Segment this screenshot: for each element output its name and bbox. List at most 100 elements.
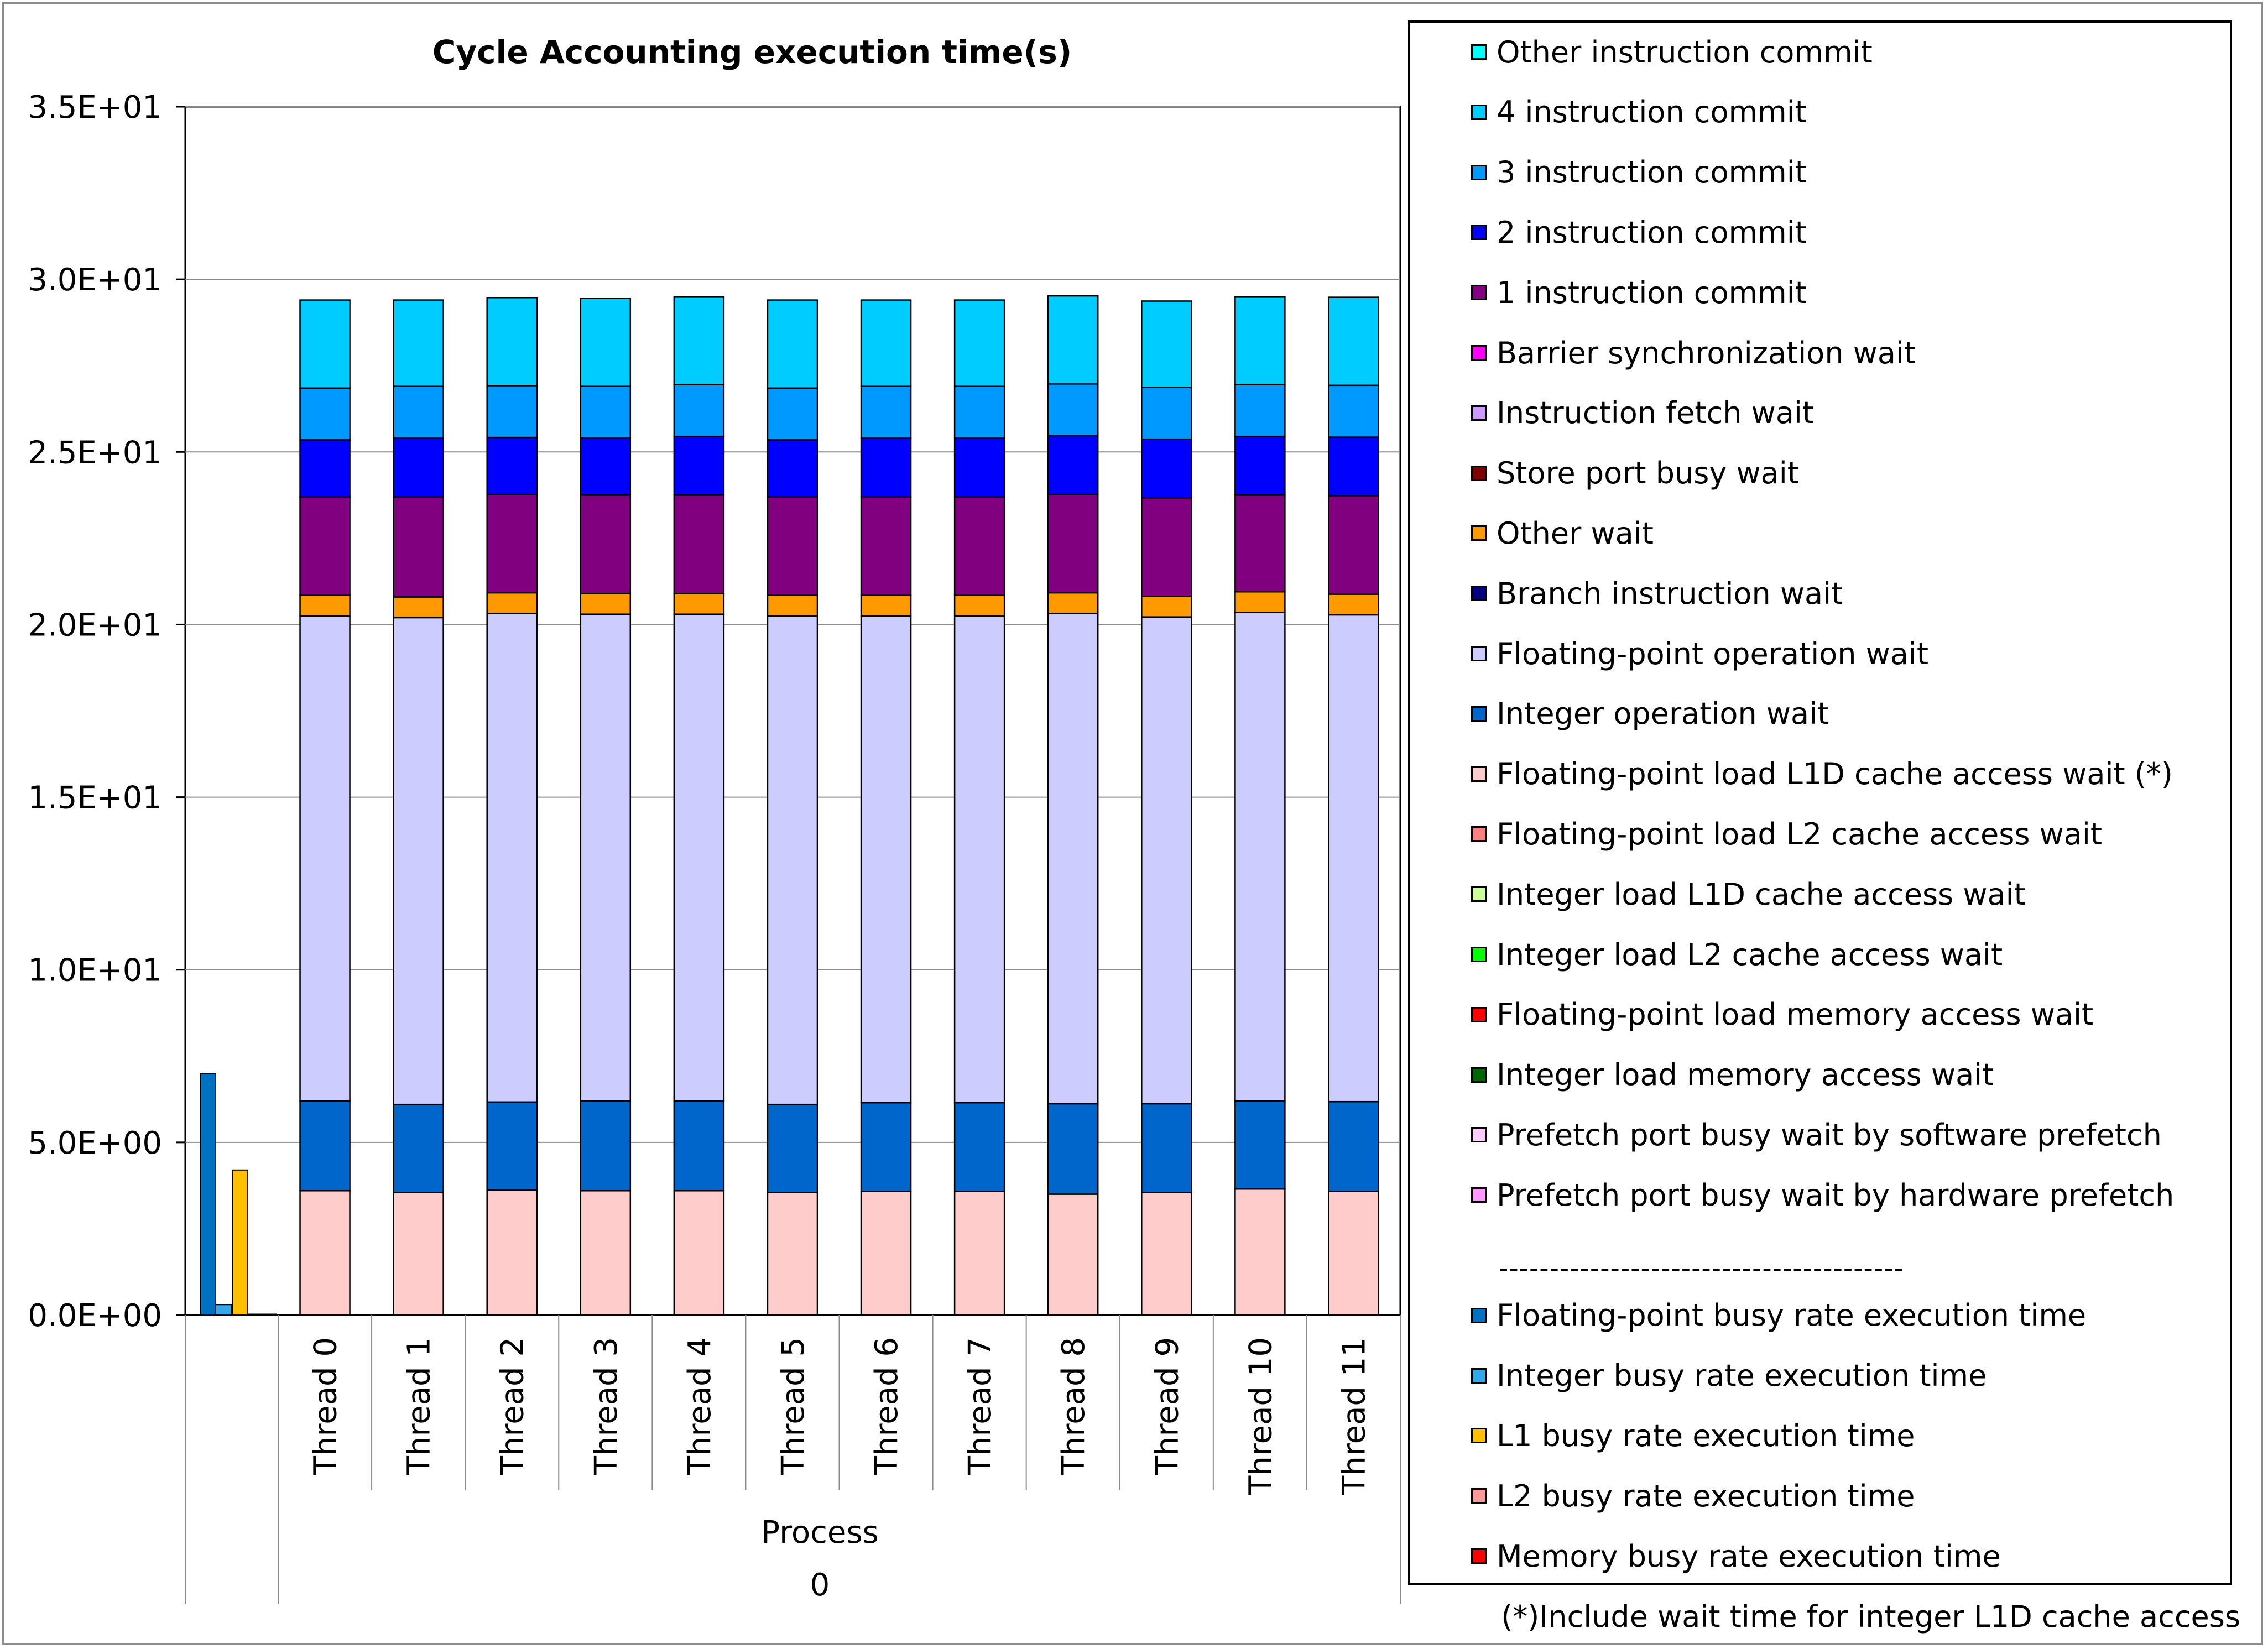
bar-segment xyxy=(953,385,1005,439)
bar-segment xyxy=(486,296,538,387)
legend-label: Barrier synchronization wait xyxy=(1497,335,1916,370)
bar-segment xyxy=(767,1103,818,1193)
legend-item: 1 instruction commit xyxy=(1471,273,1807,312)
legend-item: Memory busy rate execution time xyxy=(1471,1537,2001,1575)
chart-title: Cycle Accounting execution time(s) xyxy=(432,33,1072,71)
bar-segment xyxy=(673,613,725,1102)
legend-label: 2 instruction commit xyxy=(1497,215,1807,250)
x-tick-label: Thread 11 xyxy=(1336,1337,1372,1495)
bar-segment xyxy=(1047,1103,1099,1195)
y-tick-label: 1.0E+01 xyxy=(28,953,162,989)
bar-segment xyxy=(393,617,444,1105)
legend-swatch xyxy=(1471,104,1487,120)
bar-segment xyxy=(393,496,444,598)
legend-swatch xyxy=(1471,405,1487,421)
legend-swatch xyxy=(1471,586,1487,602)
bar-segment xyxy=(299,439,351,498)
bar-segment xyxy=(1328,436,1379,497)
bar-segment xyxy=(486,1189,538,1316)
bar-segment xyxy=(1047,592,1099,614)
y-tick-label: 0.0E+00 xyxy=(28,1298,162,1334)
y-tick-label: 2.5E+01 xyxy=(28,435,162,471)
legend-label: Floating-point load L1D cache access wai… xyxy=(1497,756,2173,792)
legend-label: Store port busy wait xyxy=(1497,456,1799,491)
legend-label: Instruction fetch wait xyxy=(1497,395,1815,431)
legend-swatch xyxy=(1471,285,1487,301)
legend-item: Floating-point load L1D cache access wai… xyxy=(1471,755,2173,794)
bar-segment xyxy=(1047,493,1099,594)
bar-segment xyxy=(953,615,1005,1104)
bar-segment xyxy=(1328,1100,1379,1192)
process-bar xyxy=(232,1169,248,1316)
bar-segment xyxy=(393,1103,444,1193)
bar-segment xyxy=(1141,438,1192,499)
legend-label: Prefetch port busy wait by hardware pref… xyxy=(1497,1177,2175,1213)
legend-swatch xyxy=(1471,1006,1487,1022)
bar-segment xyxy=(860,1191,912,1316)
legend-item: L1 busy rate execution time xyxy=(1471,1416,1915,1455)
legend-item: Instruction fetch wait xyxy=(1471,394,1814,432)
bar-segment xyxy=(1141,497,1192,597)
legend-label: 3 instruction commit xyxy=(1497,155,1807,190)
x-tick-label: Thread 5 xyxy=(775,1337,811,1475)
legend-swatch xyxy=(1471,225,1487,241)
footnote: (*)Include wait time for integer L1D cac… xyxy=(1501,1599,2240,1634)
legend-swatch xyxy=(1471,1127,1487,1143)
legend-label: 1 instruction commit xyxy=(1497,275,1807,310)
legend-item: Other wait xyxy=(1471,514,1654,552)
legend-item: Other instruction commit xyxy=(1471,33,1873,71)
bar-segment xyxy=(299,1190,351,1316)
x-tick-label: Thread 6 xyxy=(869,1337,905,1475)
y-tick-label: 3.5E+01 xyxy=(28,90,162,126)
bar-segment xyxy=(299,387,351,441)
legend-label: Branch instruction wait xyxy=(1497,576,1843,611)
bar-segment xyxy=(767,1192,818,1316)
y-tick-label: 3.0E+01 xyxy=(28,262,162,298)
legend-swatch xyxy=(1471,345,1487,361)
legend-label: Floating-point load L2 cache access wait xyxy=(1497,816,2103,852)
bar-segment xyxy=(860,385,912,439)
legend-item: L2 busy rate execution time xyxy=(1471,1476,1915,1515)
group-label: Process xyxy=(761,1515,878,1551)
bar-segment xyxy=(580,494,632,594)
bar-segment xyxy=(767,594,818,617)
x-tick-label: Thread 10 xyxy=(1243,1337,1279,1495)
bar-segment xyxy=(1234,591,1286,613)
x-tick-label: Thread 8 xyxy=(1056,1337,1092,1475)
bar-segment xyxy=(580,613,632,1102)
legend-label: Other wait xyxy=(1497,515,1654,551)
bar-segment xyxy=(486,592,538,614)
legend-item: Barrier synchronization wait xyxy=(1471,333,1916,372)
legend-swatch xyxy=(1471,826,1487,842)
bar-segment xyxy=(673,435,725,496)
bar-segment xyxy=(673,384,725,437)
bar-segment xyxy=(1141,616,1192,1105)
bar-segment xyxy=(580,592,632,615)
legend-label: Floating-point operation wait xyxy=(1497,636,1929,671)
bar-segment xyxy=(953,496,1005,596)
bar-segment xyxy=(1328,384,1379,438)
bar-segment xyxy=(1234,494,1286,593)
legend-label: L1 busy rate execution time xyxy=(1497,1418,1915,1453)
legend-swatch xyxy=(1471,1548,1487,1564)
bar-segment xyxy=(1047,383,1099,437)
legend-label: 4 instruction commit xyxy=(1497,95,1807,130)
x-tick-label: Thread 3 xyxy=(588,1337,624,1475)
legend-label: Other instruction commit xyxy=(1497,34,1873,70)
bar-segment xyxy=(1047,295,1099,385)
bar-segment xyxy=(393,1192,444,1316)
legend-swatch xyxy=(1471,886,1487,902)
legend-swatch xyxy=(1471,164,1487,180)
legend-item: Floating-point load L2 cache access wait xyxy=(1471,815,2102,853)
bar-segment xyxy=(860,594,912,617)
legend-swatch xyxy=(1471,1307,1487,1323)
bar-segment xyxy=(486,385,538,439)
bar-segment xyxy=(580,437,632,496)
legend-item: Store port busy wait xyxy=(1471,454,1799,493)
legend-item: 2 instruction commit xyxy=(1471,213,1807,252)
bar-segment xyxy=(953,1191,1005,1316)
bar-segment xyxy=(767,496,818,596)
bar-segment xyxy=(1328,593,1379,616)
bar-segment xyxy=(299,594,351,617)
